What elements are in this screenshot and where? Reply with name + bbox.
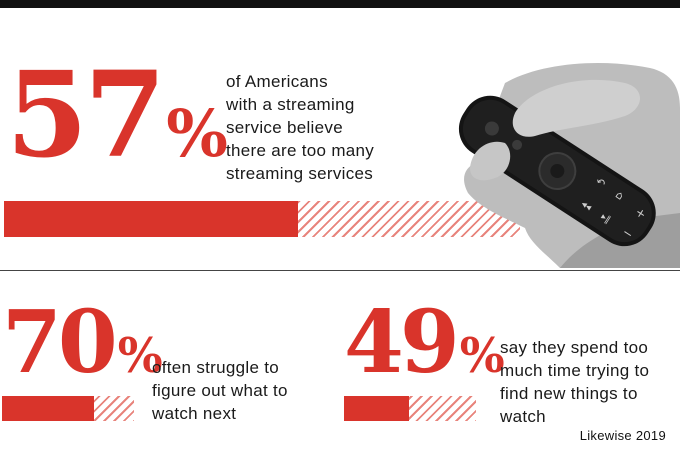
stat-70-bar-fill — [2, 396, 95, 421]
stat-70-description: often struggle to figure out what to wat… — [152, 356, 288, 425]
top-bar — [0, 0, 680, 8]
stat-70-line: figure out what to — [152, 381, 288, 400]
stat-70-percent: % — [117, 329, 163, 384]
stat-49-number: 49 — [344, 292, 460, 393]
stat-70-bar — [2, 396, 134, 421]
stat-49-percent: % — [459, 329, 505, 384]
stat-49-line: watch — [500, 407, 546, 426]
stat-49-description: say they spend too much time trying to f… — [500, 336, 649, 428]
stat-57-bar — [4, 201, 520, 237]
stat-49-line: say they spend too — [500, 338, 649, 357]
stat-49-line: find new things to — [500, 384, 638, 403]
stat-70-number: 70 — [2, 292, 118, 393]
stat-57-percent: % — [166, 96, 228, 172]
remote-control-photo: ↶ ◂◂ ⌂ ▸‖ + − — [458, 63, 680, 268]
stat-57-line: with a streaming — [226, 95, 355, 114]
stat-49-bar — [344, 396, 476, 421]
stat-57-line: streaming services — [226, 164, 374, 183]
stat-49-value: 49% — [344, 300, 505, 386]
stat-57-description: of Americans with a streaming service be… — [226, 70, 374, 185]
source-credit: Likewise 2019 — [579, 428, 666, 443]
stat-70-value: 70% — [2, 300, 163, 386]
stat-49-line: much time trying to — [500, 361, 650, 380]
stat-57-value: 57% — [6, 56, 228, 174]
stat-70-line: often struggle to — [152, 358, 280, 377]
stat-57-bar-fill — [4, 201, 299, 237]
stat-49-bar-fill — [344, 396, 409, 421]
stat-57-line: of Americans — [226, 72, 328, 91]
stat-70-line: watch next — [152, 404, 237, 423]
stat-57-line: service believe — [226, 118, 343, 137]
stat-57-number: 57 — [6, 45, 166, 184]
section-divider — [0, 270, 680, 271]
stat-57-line: there are too many — [226, 141, 375, 160]
